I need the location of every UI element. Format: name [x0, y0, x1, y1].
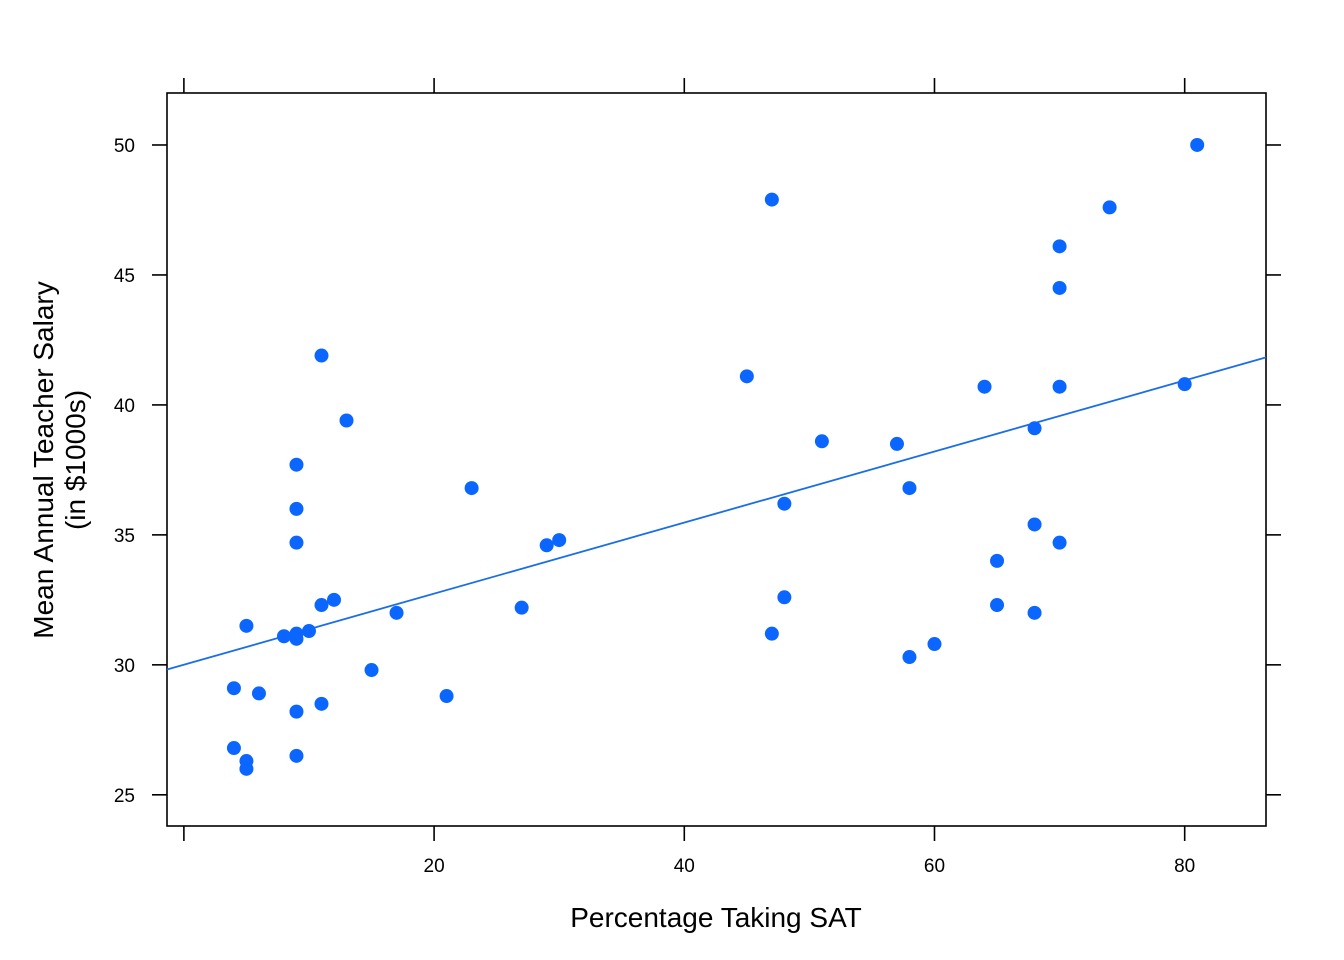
regression-line: [166, 356, 1267, 671]
data-point: [251, 686, 266, 701]
data-point: [889, 436, 904, 451]
data-point: [777, 590, 792, 605]
data-point: [539, 538, 554, 553]
data-point: [739, 369, 754, 384]
data-point: [289, 748, 304, 763]
data-point: [902, 481, 917, 496]
data-point: [1052, 535, 1067, 550]
data-point: [439, 689, 454, 704]
data-point: [990, 553, 1005, 568]
regression-line-layer: [166, 356, 1267, 671]
data-point: [902, 650, 917, 665]
data-point: [289, 457, 304, 472]
data-point: [1190, 137, 1205, 152]
y-tick-label: 35: [114, 526, 135, 547]
data-point: [552, 533, 567, 548]
data-point: [1177, 377, 1192, 392]
data-point: [339, 413, 354, 428]
data-point: [364, 663, 379, 678]
data-point: [777, 496, 792, 511]
data-point: [289, 535, 304, 550]
data-point: [1027, 517, 1042, 532]
data-point: [239, 761, 254, 776]
x-tick-label: 40: [674, 856, 695, 877]
y-tick-label: 25: [114, 786, 135, 807]
data-point: [226, 681, 241, 696]
x-tick-label: 20: [424, 856, 445, 877]
data-point: [927, 637, 942, 652]
data-point: [301, 624, 316, 639]
y-tick-label: 30: [114, 656, 135, 677]
data-point: [814, 434, 829, 449]
data-point: [276, 629, 291, 644]
data-point: [389, 605, 404, 620]
axis-ticks: 20 40 60 80 25 30 35 40 45 50: [114, 78, 1281, 877]
data-point: [289, 704, 304, 719]
y-axis-label: Mean Annual Teacher Salary (in $1000s): [28, 281, 91, 639]
data-point: [1052, 280, 1067, 295]
data-point: [327, 592, 342, 607]
x-tick-label: 60: [924, 856, 945, 877]
data-point: [289, 631, 304, 646]
data-point: [239, 618, 254, 633]
plot-panel-border: [166, 92, 1267, 827]
data-point: [990, 598, 1005, 613]
data-point: [289, 501, 304, 516]
y-tick-label: 45: [114, 266, 135, 287]
data-point: [464, 481, 479, 496]
data-point: [1052, 379, 1067, 394]
y-tick-label: 40: [114, 396, 135, 417]
y-axis-label-line-1: Mean Annual Teacher Salary: [28, 281, 59, 639]
data-point: [1052, 239, 1067, 254]
x-axis-label: Percentage Taking SAT: [570, 902, 862, 933]
x-tick-label: 80: [1174, 856, 1195, 877]
data-point: [314, 696, 329, 711]
data-point: [977, 379, 992, 394]
data-point: [514, 600, 529, 615]
y-axis-label-line-2: (in $1000s): [60, 390, 91, 530]
data-point: [1102, 200, 1117, 215]
data-point: [764, 626, 779, 641]
data-point: [314, 348, 329, 363]
data-point: [1027, 421, 1042, 436]
data-point: [764, 192, 779, 207]
data-points: [226, 137, 1205, 776]
y-tick-label: 50: [114, 136, 135, 157]
data-point: [314, 598, 329, 613]
data-point: [226, 741, 241, 756]
data-point: [1027, 605, 1042, 620]
